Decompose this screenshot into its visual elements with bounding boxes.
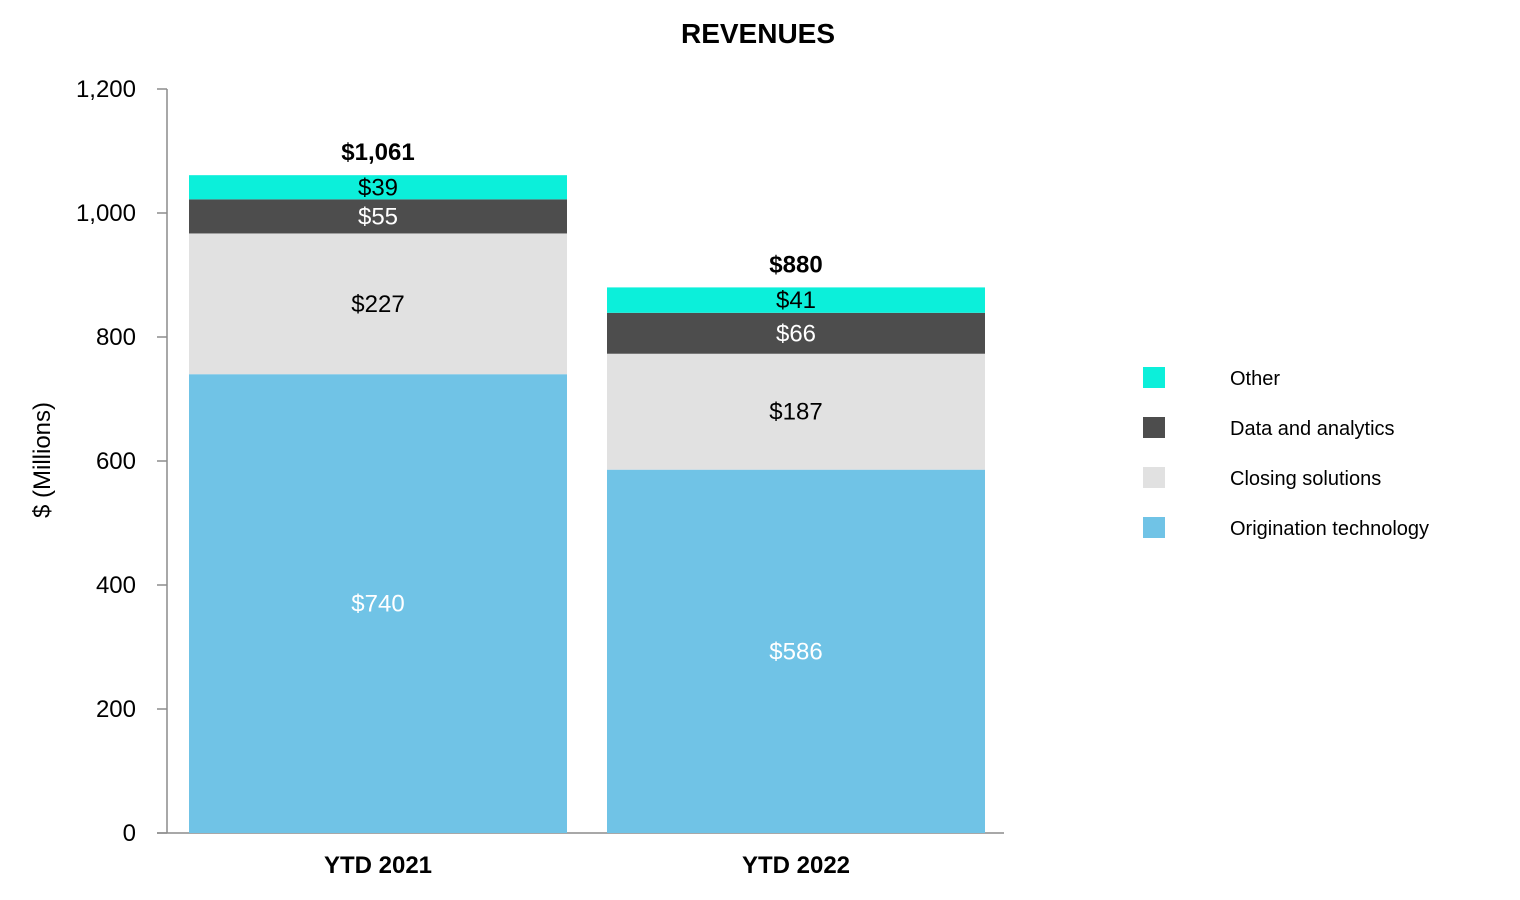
bar-value-label: $740 [351, 591, 404, 618]
bar-segment [189, 374, 567, 833]
bar-value-label: $187 [769, 399, 822, 426]
bar-segment [189, 233, 567, 375]
y-tick-label: 1,000 [76, 200, 136, 227]
bar-total-label: $1,061 [341, 139, 414, 166]
plot-area: 0 200 400 600 800 1,000 1,200 $740 $227 $55$39 $1,… [76, 76, 1004, 879]
y-tick-label: 400 [96, 572, 136, 599]
y-axis-label: $ (Millions) [29, 402, 56, 518]
chart-title: REVENUES [681, 18, 835, 49]
bar-value-label: $227 [351, 291, 404, 318]
x-category-label: YTD 2021 [324, 852, 432, 879]
bar-segment [607, 287, 985, 313]
bar-segment [189, 175, 567, 200]
y-tick-label: 0 [123, 820, 136, 847]
legend-swatch [1143, 517, 1165, 538]
legend-label: Origination technology [1230, 518, 1429, 540]
legend-label: Other [1230, 368, 1280, 390]
bar-segment [607, 469, 985, 833]
y-tick-label: 200 [96, 696, 136, 723]
legend-label: Closing solutions [1230, 468, 1381, 490]
legend-swatch [1143, 467, 1165, 488]
legend-label: Data and analytics [1230, 418, 1395, 440]
legend-swatch [1143, 367, 1165, 388]
legend: Other Data and analytics Closing solutions… [1143, 367, 1429, 540]
legend-swatch [1143, 417, 1165, 438]
bar-value-label: $66 [776, 320, 816, 347]
y-tick-label: 600 [96, 448, 136, 475]
x-category-label: YTD 2022 [742, 852, 850, 879]
bar-segment [189, 199, 567, 234]
bar-value-label: $586 [769, 638, 822, 665]
y-tick-label: 1,200 [76, 76, 136, 103]
bar-value-label: $39 [358, 174, 398, 201]
bar-total-label: $880 [769, 251, 822, 278]
bar-value-label: $41 [776, 287, 816, 314]
bar-segment [607, 312, 985, 354]
bar-segment [607, 353, 985, 470]
y-tick-label: 800 [96, 324, 136, 351]
bar-value-label: $55 [358, 203, 398, 230]
